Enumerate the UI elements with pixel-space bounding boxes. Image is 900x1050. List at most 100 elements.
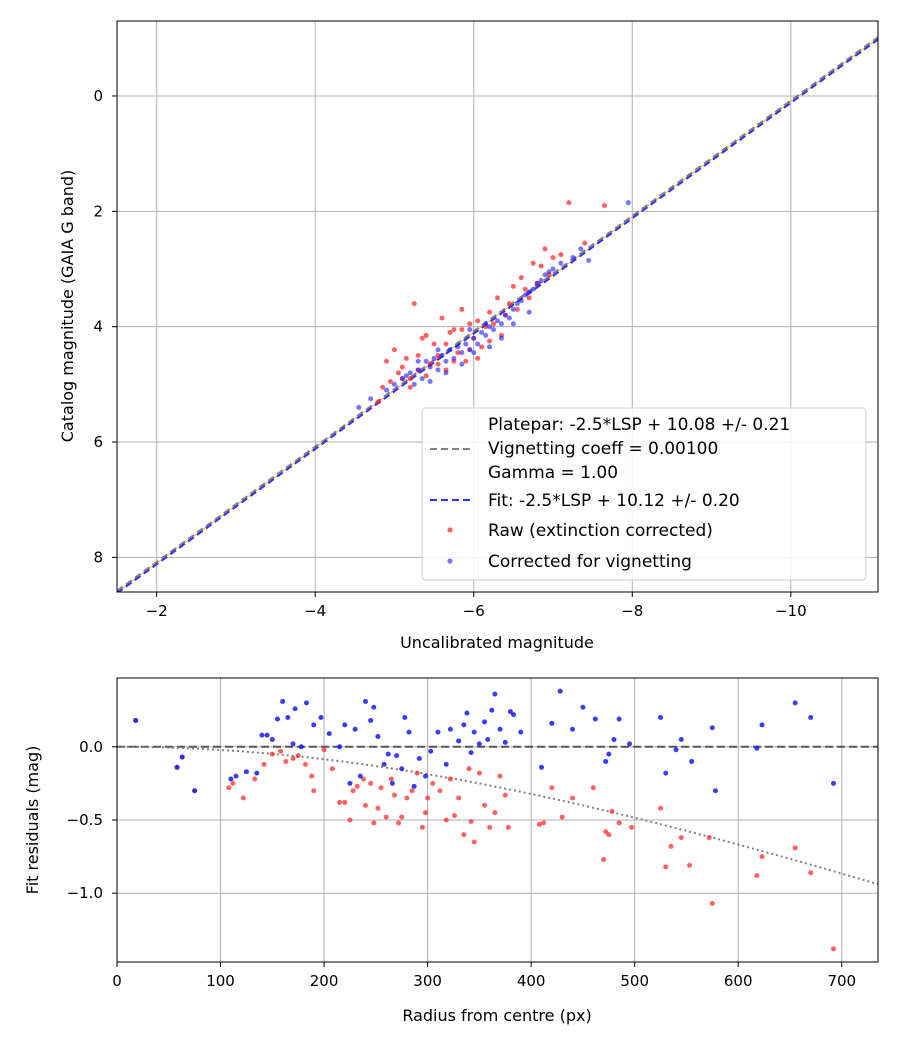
corrected-point [459, 350, 465, 356]
residual-corrected-point [381, 761, 387, 767]
corrected-point [443, 358, 449, 364]
bottom-x-tick-label: 600 [724, 972, 753, 990]
residual-corrected-point [712, 788, 718, 794]
raw-point [391, 347, 397, 353]
corrected-point [558, 260, 564, 266]
residual-corrected-point [489, 707, 495, 713]
corrected-point [495, 318, 500, 324]
corrected-point [538, 278, 544, 284]
residual-raw-point [425, 795, 431, 801]
residual-raw-point [226, 785, 232, 791]
corrected-point [427, 378, 433, 384]
residual-raw-point [536, 821, 542, 827]
residual-raw-point [616, 820, 622, 826]
residual-raw-point [409, 788, 415, 794]
residual-corrected-point [228, 776, 234, 782]
residual-corrected-point [476, 741, 482, 747]
residual-corrected-point [411, 783, 417, 789]
residual-corrected-point [375, 734, 381, 740]
top-x-tick-label: −8 [621, 602, 643, 620]
residual-raw-point [311, 788, 317, 794]
residual-raw-point [549, 785, 555, 791]
residual-raw-point [502, 792, 508, 798]
corrected-point [526, 309, 532, 315]
corrected-point [403, 373, 409, 379]
corrected-point [415, 367, 421, 373]
top-fit-line [117, 38, 878, 592]
residual-raw-point [295, 753, 301, 759]
raw-point [411, 301, 417, 307]
raw-point [542, 246, 548, 252]
residual-raw-point [399, 814, 405, 820]
residual-raw-point [808, 870, 814, 876]
raw-point [439, 315, 445, 321]
raw-point [459, 306, 465, 312]
residual-corrected-point [482, 719, 488, 725]
residual-corrected-point [627, 741, 633, 747]
bottom-x-tick-label: 100 [206, 972, 235, 990]
raw-point [399, 364, 405, 370]
corrected-point [419, 376, 425, 382]
raw-point [384, 358, 390, 364]
corrected-point [471, 350, 477, 356]
legend-platepar: Platepar: -2.5*LSP + 10.08 +/- 0.21 [488, 415, 790, 435]
raw-point [415, 353, 421, 359]
residual-corrected-point [464, 710, 470, 716]
corrected-point [427, 364, 433, 370]
residual-corrected-point [423, 773, 429, 779]
top-x-tick-label: −6 [463, 602, 485, 620]
raw-point [407, 384, 413, 390]
residual-raw-point [354, 783, 360, 789]
raw-point [443, 341, 449, 347]
legend-fit: Fit: -2.5*LSP + 10.12 +/- 0.20 [488, 491, 740, 511]
residual-corrected-point [709, 725, 715, 731]
raw-point [510, 283, 516, 289]
bottom-x-tick-label: 500 [620, 972, 649, 990]
raw-point [475, 318, 481, 324]
residual-corrected-point [502, 739, 508, 745]
residual-corrected-point [447, 726, 453, 732]
residual-corrected-point [243, 769, 249, 775]
raw-point [530, 260, 536, 266]
top-x-axis-label: Uncalibrated magnitude [400, 633, 594, 652]
residual-corrected-point [570, 726, 576, 732]
legend-raw: Raw (extinction corrected) [488, 521, 713, 541]
residual-corrected-point [352, 726, 358, 732]
corrected-point [435, 347, 441, 353]
residual-corrected-point [456, 738, 462, 744]
legend-gamma: Gamma = 1.00 [488, 463, 618, 483]
corrected-point [471, 335, 477, 341]
residual-corrected-point [280, 698, 286, 704]
residual-raw-point [240, 795, 246, 801]
residual-corrected-point [192, 788, 198, 794]
residual-raw-point [423, 810, 429, 816]
raw-point [487, 309, 493, 315]
residual-corrected-point [357, 773, 363, 779]
top-fit-lines [117, 36, 878, 592]
residual-raw-point [471, 839, 477, 845]
residual-raw-point [476, 770, 482, 776]
residual-corrected-point [292, 706, 298, 712]
residual-corrected-point [592, 716, 598, 722]
top-x-ticks: −2 −4 −6 −8 −10 [146, 592, 807, 620]
top-plot-frame [116, 20, 879, 593]
corrected-point [356, 404, 362, 410]
raw-point [423, 332, 429, 338]
corrected-point [625, 200, 631, 206]
top-platepar-line [117, 36, 878, 592]
residual-raw-point [347, 817, 353, 823]
raw-point [475, 355, 481, 361]
corrected-point [467, 347, 473, 353]
raw-point [376, 399, 382, 405]
corrected-point [431, 355, 437, 361]
residual-raw-point [570, 795, 576, 801]
residuals-plot: 0 100 200 300 400 500 600 700 0.0 −0.5 −1.0 Radiu… [23, 677, 879, 1025]
residual-raw-point [601, 857, 607, 863]
residual-corrected-point [416, 756, 422, 762]
corrected-point [415, 358, 421, 364]
residual-raw-point [414, 770, 420, 776]
residual-corrected-point [507, 709, 513, 715]
residual-corrected-point [471, 729, 477, 735]
residual-corrected-point [326, 731, 332, 737]
corrected-point [498, 321, 504, 327]
